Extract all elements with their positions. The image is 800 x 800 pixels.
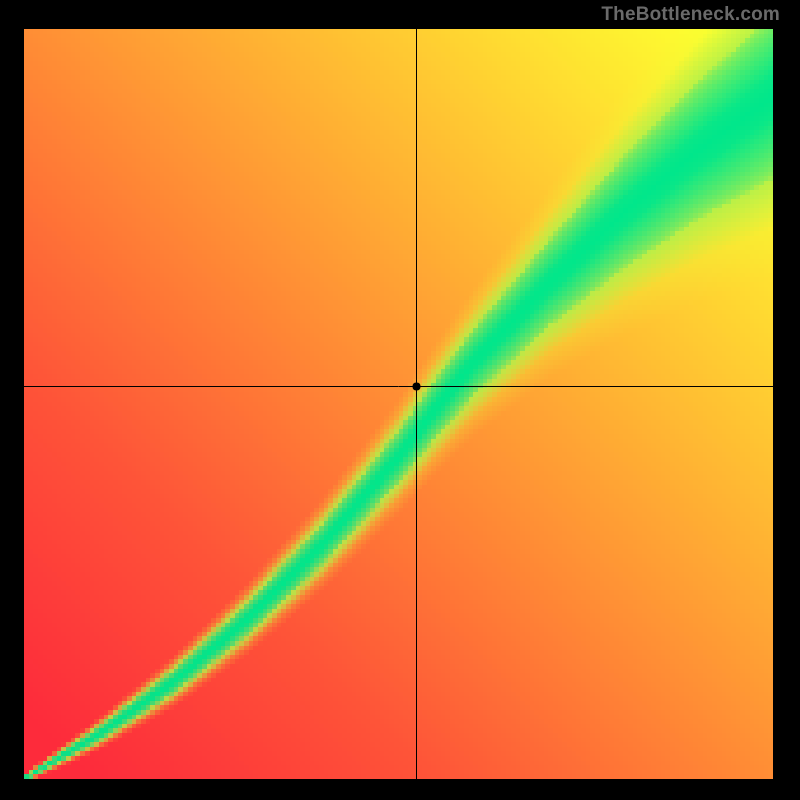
bottleneck-heatmap xyxy=(24,29,773,779)
watermark-text: TheBottleneck.com xyxy=(601,4,780,26)
chart-container: TheBottleneck.com xyxy=(0,0,800,800)
